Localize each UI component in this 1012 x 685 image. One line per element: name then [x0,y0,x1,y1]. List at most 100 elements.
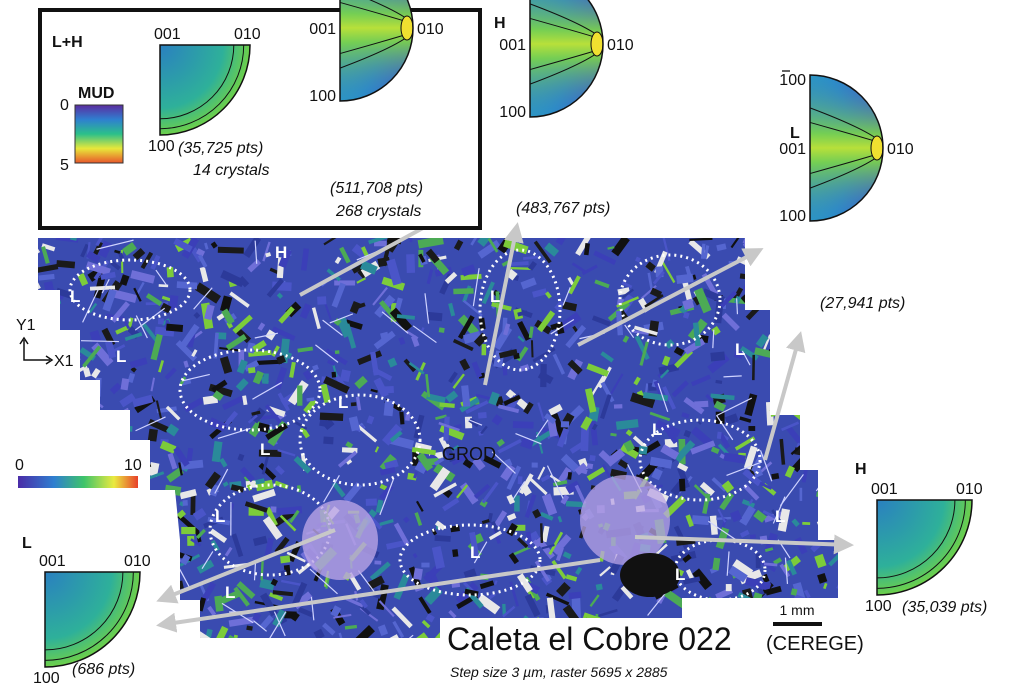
axis-label: 001 [309,21,336,38]
grain [280,555,290,563]
grain [795,291,801,296]
grain [159,564,178,574]
grain [148,429,158,442]
point-count: (483,767 pts) [516,200,610,217]
grain [838,625,844,631]
grain [151,614,158,629]
grain [730,610,748,622]
grain [155,492,164,513]
grain [152,577,162,586]
grain-boundary [385,635,414,659]
grain [31,612,35,623]
grain [839,323,861,334]
grain [158,498,172,521]
grod-max: 10 [124,457,142,474]
grain [158,318,164,324]
grain [111,438,127,449]
grain [133,639,153,644]
grain [784,276,794,286]
grain [72,352,81,361]
grain [817,519,828,530]
grain [805,265,808,273]
grain [44,405,58,431]
pole-figure [810,75,883,221]
grain [679,599,698,614]
grain [790,239,812,252]
grain [180,632,192,656]
point-count: (35,039 pts) [902,599,987,616]
grain [413,568,423,580]
map-label: L [775,507,785,526]
map-label: H [275,243,287,262]
grain [229,641,238,648]
grain [790,375,814,385]
grain [106,452,116,463]
mud-max: 5 [60,157,69,174]
grain [453,288,473,294]
contour [871,136,883,160]
grain [162,538,173,545]
axis-label: 100 [309,88,336,105]
grain [123,440,142,453]
grain [200,637,209,646]
contour [591,32,603,56]
axis-label: 100 [148,138,175,155]
axis-label: 100 [779,72,806,89]
grain [89,458,103,471]
title-source: (CEREGE) [766,633,864,655]
grain [406,254,415,273]
grain [802,522,810,525]
grain [834,246,841,252]
grain [28,414,40,426]
grain [614,404,623,408]
grain [799,363,803,374]
grain [831,277,840,286]
grain [755,294,772,304]
grain [24,282,41,295]
grain [66,552,74,572]
grain [148,615,154,633]
grain [297,386,302,406]
pole-figure [45,572,140,667]
grain [121,440,136,455]
grain [481,344,486,355]
grain [91,423,105,436]
grain [569,592,582,600]
grain [45,422,56,438]
crystal-count: 268 crystals [335,203,421,220]
grain [103,497,119,507]
point-count: (686 pts) [72,661,135,678]
grain [47,500,61,517]
axis-label: 010 [417,21,444,38]
grain [218,247,244,254]
grain [807,391,813,396]
grain [33,461,51,475]
grain [71,521,83,543]
grain [827,379,836,387]
grain [771,276,787,297]
grain [828,444,839,454]
grain [793,285,804,293]
grain [783,303,804,319]
sample-axes [20,338,52,364]
map-label: L [338,393,348,412]
scale-bar-label: 1 mm [780,602,815,618]
grain [764,261,785,269]
grain [841,457,848,463]
grod-colorbar [18,476,138,488]
grain [335,350,340,354]
grain [36,424,44,434]
map-label: L [735,340,745,359]
grain [140,645,156,653]
grain [365,639,370,649]
grain [752,355,755,380]
grain [727,609,740,621]
grain [77,556,85,571]
grain [320,412,344,421]
map-label: L [70,287,80,306]
axis-label: 100 [779,208,806,225]
mud-colorbar [75,105,123,163]
grain [799,244,813,271]
grain [755,254,768,273]
grain-boundary [119,528,125,542]
